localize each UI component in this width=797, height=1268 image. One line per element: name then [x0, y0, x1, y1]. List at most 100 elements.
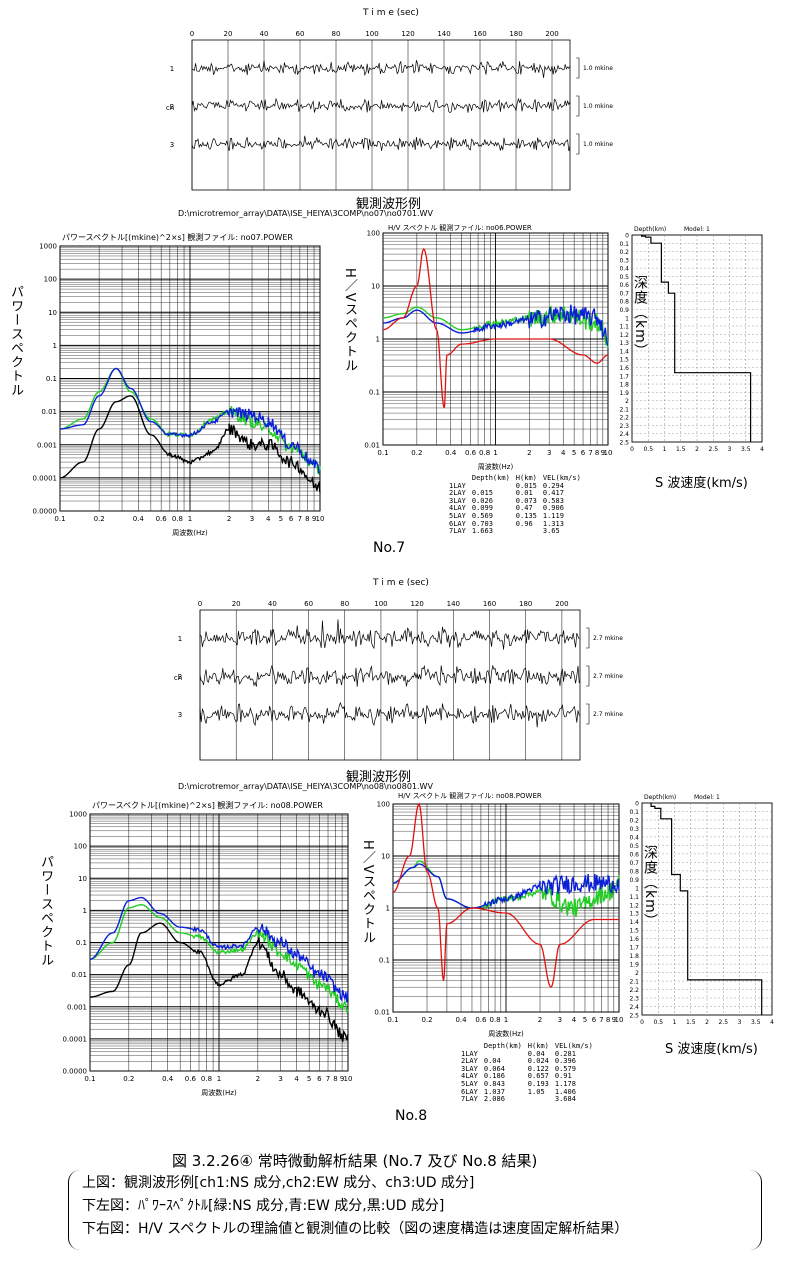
y-tick-label: 0.01	[71, 971, 87, 979]
velocity-model-chart-7: Depth(km) Model: 100.10.20.30.40.50.60.70…	[619, 226, 764, 453]
layer-table-cell: 2.086	[483, 1095, 505, 1104]
layer-table-cell: 0.47	[515, 504, 533, 513]
x-tick-label: 0.8	[479, 449, 490, 457]
model-y-tick: 0.6	[629, 851, 639, 858]
wave-tick-label: 120	[410, 600, 423, 608]
wave-ch-axis-label: ch	[174, 674, 182, 682]
hv-ylabel-8: H／Vスペクトル	[360, 840, 375, 945]
layer-table-cell: 3LAY	[461, 1064, 478, 1073]
station-label-8: No.8	[395, 1108, 428, 1124]
model-y-tick: 1.8	[619, 382, 629, 389]
x-tick-label: 9	[340, 1075, 344, 1083]
model-y-tick: 1.6	[629, 936, 639, 943]
wave-caption-7: 観測波形例	[356, 197, 422, 212]
x-tick-label: 9	[612, 1016, 616, 1024]
wave-time-title-7: T i m e (sec)	[363, 8, 419, 18]
wave-tick-label: 40	[260, 30, 269, 38]
layer-table-cell: 0.583	[542, 496, 564, 505]
layer-table-row: 4LAY 0.099 0.47 0.906	[446, 505, 584, 513]
model-xlabel-7: S 波速度(km/s)	[655, 476, 748, 491]
wave-scale-bracket	[586, 627, 590, 649]
layer-table-row: 3LAY 0.064 0.122 0.579	[458, 1064, 596, 1074]
x-tick-label: 1	[188, 515, 192, 523]
layer-table-cell: 5LAY	[461, 1079, 478, 1088]
y-tick-label: 0.1	[46, 375, 57, 383]
y-tick-label: 0.001	[37, 441, 57, 449]
x-tick-label: 4	[266, 515, 271, 523]
x-tick-label: 2	[527, 449, 531, 457]
layer-table-cell: 0.099	[471, 504, 493, 513]
model-y-tick: 0.2	[619, 249, 629, 256]
layer-table-cell: 0.015	[471, 489, 493, 498]
x-tick-label: 7	[298, 515, 302, 523]
wave-channel-label: 1	[170, 65, 174, 73]
model-x-tick: 1.5	[676, 446, 686, 453]
layer-table-row: 6LAY 1.037 1.05 1.406	[458, 1087, 596, 1097]
layer-table-cell: 0.04	[483, 1057, 501, 1066]
layer-table-cell: 0.294	[542, 481, 564, 490]
x-tick-label: 1	[504, 1016, 508, 1024]
layer-table-cell: 5LAY	[449, 511, 466, 520]
wave-channel-label: 3	[170, 141, 174, 149]
layer-table-cell: 1.119	[542, 511, 564, 520]
model-y-tick: 1.1	[619, 324, 629, 331]
power-ylabel-8: パワースペクトル	[38, 855, 53, 967]
layer-table-cell: 2LAY	[449, 489, 466, 498]
wave-trace-ch1	[199, 619, 580, 650]
layer-table-cell: 1.178	[554, 1079, 576, 1088]
wave-tick-label: 60	[304, 600, 313, 608]
y-tick-label: 0.0000	[63, 1068, 88, 1076]
x-tick-label: 0.1	[54, 515, 65, 523]
x-tick-label: 4	[572, 1016, 577, 1024]
x-tick-label: 0.6	[156, 515, 168, 523]
y-tick-label: 10	[48, 309, 57, 317]
model-x-tick: 3	[738, 1019, 742, 1026]
x-axis-label: 周波数(Hz)	[488, 1029, 524, 1038]
layer-table-cell: 1.406	[554, 1087, 576, 1096]
x-tick-label: 6	[289, 515, 294, 523]
x-tick-label: 0.2	[123, 1075, 134, 1083]
layer-table-header: VEL(km/s)	[554, 1042, 593, 1050]
layer-table-header: Depth(km)	[471, 474, 510, 482]
wave-scale-bracket	[586, 703, 590, 725]
y-tick-label: 0.0000	[33, 508, 58, 516]
series-line-ns	[383, 305, 609, 348]
model-y-tick: 1.4	[619, 348, 629, 355]
x-tick-label: 7	[326, 1075, 330, 1083]
wave-scale-bracket	[576, 57, 580, 79]
model-y-tick: 0.3	[629, 826, 639, 833]
model-x-tick: 1	[673, 1019, 677, 1026]
layer-table-cell: 2LAY	[461, 1057, 478, 1066]
layer-table-row: 2LAY 0.015 0.01 0.417	[446, 490, 584, 498]
x-tick-label: 0.6	[465, 449, 477, 457]
y-tick-label: 1000	[39, 243, 57, 251]
model-y-tick: 1.9	[629, 962, 639, 969]
layer-table-cell: 1.663	[471, 527, 493, 536]
model-frame	[631, 234, 763, 443]
layer-table-cell: 0.122	[527, 1064, 549, 1073]
wave-trace-ch3	[191, 135, 571, 152]
model-y-tick: 0.7	[619, 290, 629, 297]
model-y-tick: 2.1	[629, 979, 639, 986]
model-y-tick: 2.1	[619, 406, 629, 413]
wave-tick-label: 180	[519, 600, 532, 608]
model-y-tick: 0.1	[629, 809, 639, 816]
model-y-tick: 1.7	[629, 945, 639, 952]
x-tick-label: 0.8	[201, 1075, 212, 1083]
model-y-tick: 2.3	[629, 996, 639, 1003]
x-tick-label: 1	[217, 1075, 221, 1083]
power-header-8: パワースペクトル[(mkine)^2×s] 観測ファイル: no08.POWER	[92, 801, 323, 810]
wave-tick-label: 160	[473, 30, 486, 38]
model-y-tick: 0.2	[629, 817, 639, 824]
x-tick-label: 0.4	[133, 515, 145, 523]
y-tick-label: 1	[53, 342, 57, 350]
x-tick-label: 3	[278, 1075, 282, 1083]
layer-table-cell: 6LAY	[449, 519, 466, 528]
layer-table-cell: 0.569	[471, 511, 493, 520]
layer-table-cell: 1.037	[483, 1087, 505, 1096]
wave-tick-label: 120	[401, 30, 414, 38]
